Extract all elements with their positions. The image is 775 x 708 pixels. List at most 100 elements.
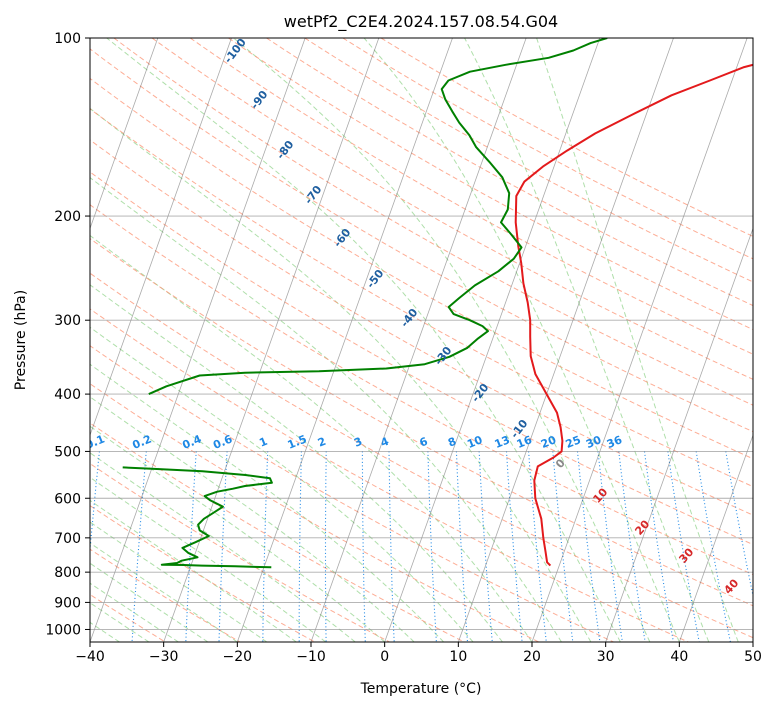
moist-adiabat-line xyxy=(90,542,238,642)
mixing-ratio-label: 36 xyxy=(605,433,624,451)
y-axis-label: Pressure (hPa) xyxy=(13,290,29,390)
dry-adiabat-line xyxy=(151,38,753,380)
mixing-ratio-line xyxy=(576,451,601,642)
x-tick-label: −30 xyxy=(149,649,179,665)
chart-title: wetPf2_C2E4.2024.157.08.54.G04 xyxy=(284,12,558,32)
moist-adiabat-line xyxy=(90,363,444,642)
moist-adiabat-line xyxy=(90,284,503,642)
dry-adiabat-line xyxy=(90,48,753,433)
mixing-ratio-label: 8 xyxy=(446,435,458,450)
mixing-ratio-line xyxy=(643,451,674,642)
mixing-ratio-label: 16 xyxy=(515,433,534,451)
dry-adiabat-line xyxy=(189,38,753,355)
isotherm-line xyxy=(236,38,453,642)
mixing-ratio-line xyxy=(552,451,574,642)
temperature-profile-line xyxy=(514,63,753,567)
mixing-ratio-line xyxy=(185,451,197,642)
dry-adiabat-label: -30 xyxy=(432,344,455,368)
mixing-ratio-label: 25 xyxy=(564,433,583,451)
plot-frame xyxy=(89,37,754,643)
mixing-ratio-line xyxy=(388,451,395,642)
mixing-ratio-label: 1.5 xyxy=(286,432,309,451)
isotherm-line xyxy=(678,434,753,642)
moist-adiabat-line xyxy=(90,107,592,642)
mixing-ratio-line xyxy=(298,451,302,642)
mixing-ratio-line xyxy=(361,451,366,642)
moist-adiabats xyxy=(90,38,739,642)
isotherm-line xyxy=(752,640,753,642)
x-tick-label: −40 xyxy=(75,649,105,665)
dry-adiabat-line xyxy=(90,171,753,546)
dry-adiabat-line xyxy=(90,383,540,642)
mixing-ratio-line xyxy=(597,451,623,642)
dry-adiabat-line xyxy=(90,308,689,642)
dry-adiabat-line xyxy=(113,38,753,406)
x-tick-label: 30 xyxy=(597,649,615,665)
mixing-ratio-line xyxy=(427,451,437,642)
dry-adiabat-label: -80 xyxy=(274,138,297,162)
pressure-gridlines xyxy=(90,38,753,630)
mixing-ratio-line xyxy=(695,451,731,642)
moist-adiabat-line xyxy=(90,234,533,642)
dry-adiabat-label: -40 xyxy=(398,306,421,330)
dry-adiabats xyxy=(90,38,753,642)
moist-adiabat-line xyxy=(90,176,562,642)
moist-adiabat-line xyxy=(106,38,621,642)
y-tick-label: 700 xyxy=(54,531,81,547)
x-tick-label: 20 xyxy=(523,649,541,665)
dry-adiabat-label: -90 xyxy=(248,88,271,112)
x-axis: −40 −30 −20 −10 0 10 20 30 40 50 xyxy=(75,642,762,665)
mixing-ratio-line xyxy=(90,451,100,555)
y-tick-label: 600 xyxy=(54,491,81,507)
isotherm-line xyxy=(0,38,10,642)
y-tick-label: 200 xyxy=(54,209,81,225)
dry-adiabat-line xyxy=(380,38,753,237)
dry-adiabat-line xyxy=(90,505,315,642)
isotherm-line xyxy=(310,38,527,642)
moist-adiabat-line xyxy=(90,582,179,642)
dry-adiabat-label: -70 xyxy=(302,183,325,207)
moist-adiabat-line xyxy=(536,38,739,642)
isotherm-line xyxy=(90,38,306,642)
y-tick-label: 1000 xyxy=(45,622,81,638)
dry-adiabat-label: -20 xyxy=(469,381,492,405)
mixing-ratio-line xyxy=(667,451,700,642)
moist-adiabat-line xyxy=(90,452,356,642)
moist-adiabat-label: 0 xyxy=(553,456,568,471)
mixing-ratio-label: 2 xyxy=(316,435,328,450)
x-axis-label: Temperature (°C) xyxy=(360,681,482,697)
mixing-ratio-label: 10 xyxy=(465,433,484,451)
dry-adiabat-line xyxy=(342,38,753,260)
mixing-ratio-label: 30 xyxy=(584,433,603,451)
y-tick-label: 300 xyxy=(54,313,81,329)
isotherm-line xyxy=(90,38,159,230)
moist-adiabat-label: 10 xyxy=(590,485,610,505)
mixing-ratio-line xyxy=(618,451,646,642)
dry-adiabat-line xyxy=(228,38,753,331)
y-tick-label: 100 xyxy=(54,31,81,47)
mixing-ratio-label: 13 xyxy=(493,433,512,451)
x-tick-label: 40 xyxy=(670,649,688,665)
mixing-ratio-line xyxy=(131,451,147,642)
dry-adiabat-line xyxy=(90,108,753,488)
dry-adiabat-label: -60 xyxy=(331,226,354,250)
dry-adiabat-line xyxy=(90,237,753,607)
y-tick-label: 400 xyxy=(54,387,81,403)
isotherm-line xyxy=(531,38,748,642)
line-labels: -100-90-80-70-60-50-40-30-20-100.1 0.2 0.4… xyxy=(90,36,742,597)
dewpoint-profile-line xyxy=(122,466,273,569)
mixing-ratio-line xyxy=(505,451,523,642)
skewed-isotherms xyxy=(0,38,753,642)
dry-adiabat-line xyxy=(90,77,753,460)
moist-adiabat-line xyxy=(90,476,327,642)
dry-adiabat-line xyxy=(90,463,390,642)
moist-adiabat-line xyxy=(363,38,680,642)
mixing-ratio-line xyxy=(455,451,469,642)
dry-adiabat-label: -100 xyxy=(222,36,249,66)
mixing-ratio-line xyxy=(528,451,547,642)
moist-adiabat-line xyxy=(90,521,268,642)
plot-area: -100-90-80-70-60-50-40-30-20-100.1 0.2 0.4… xyxy=(0,36,753,642)
dry-adiabat-line xyxy=(90,272,753,639)
mixing-ratio-label: 1 xyxy=(257,435,269,450)
